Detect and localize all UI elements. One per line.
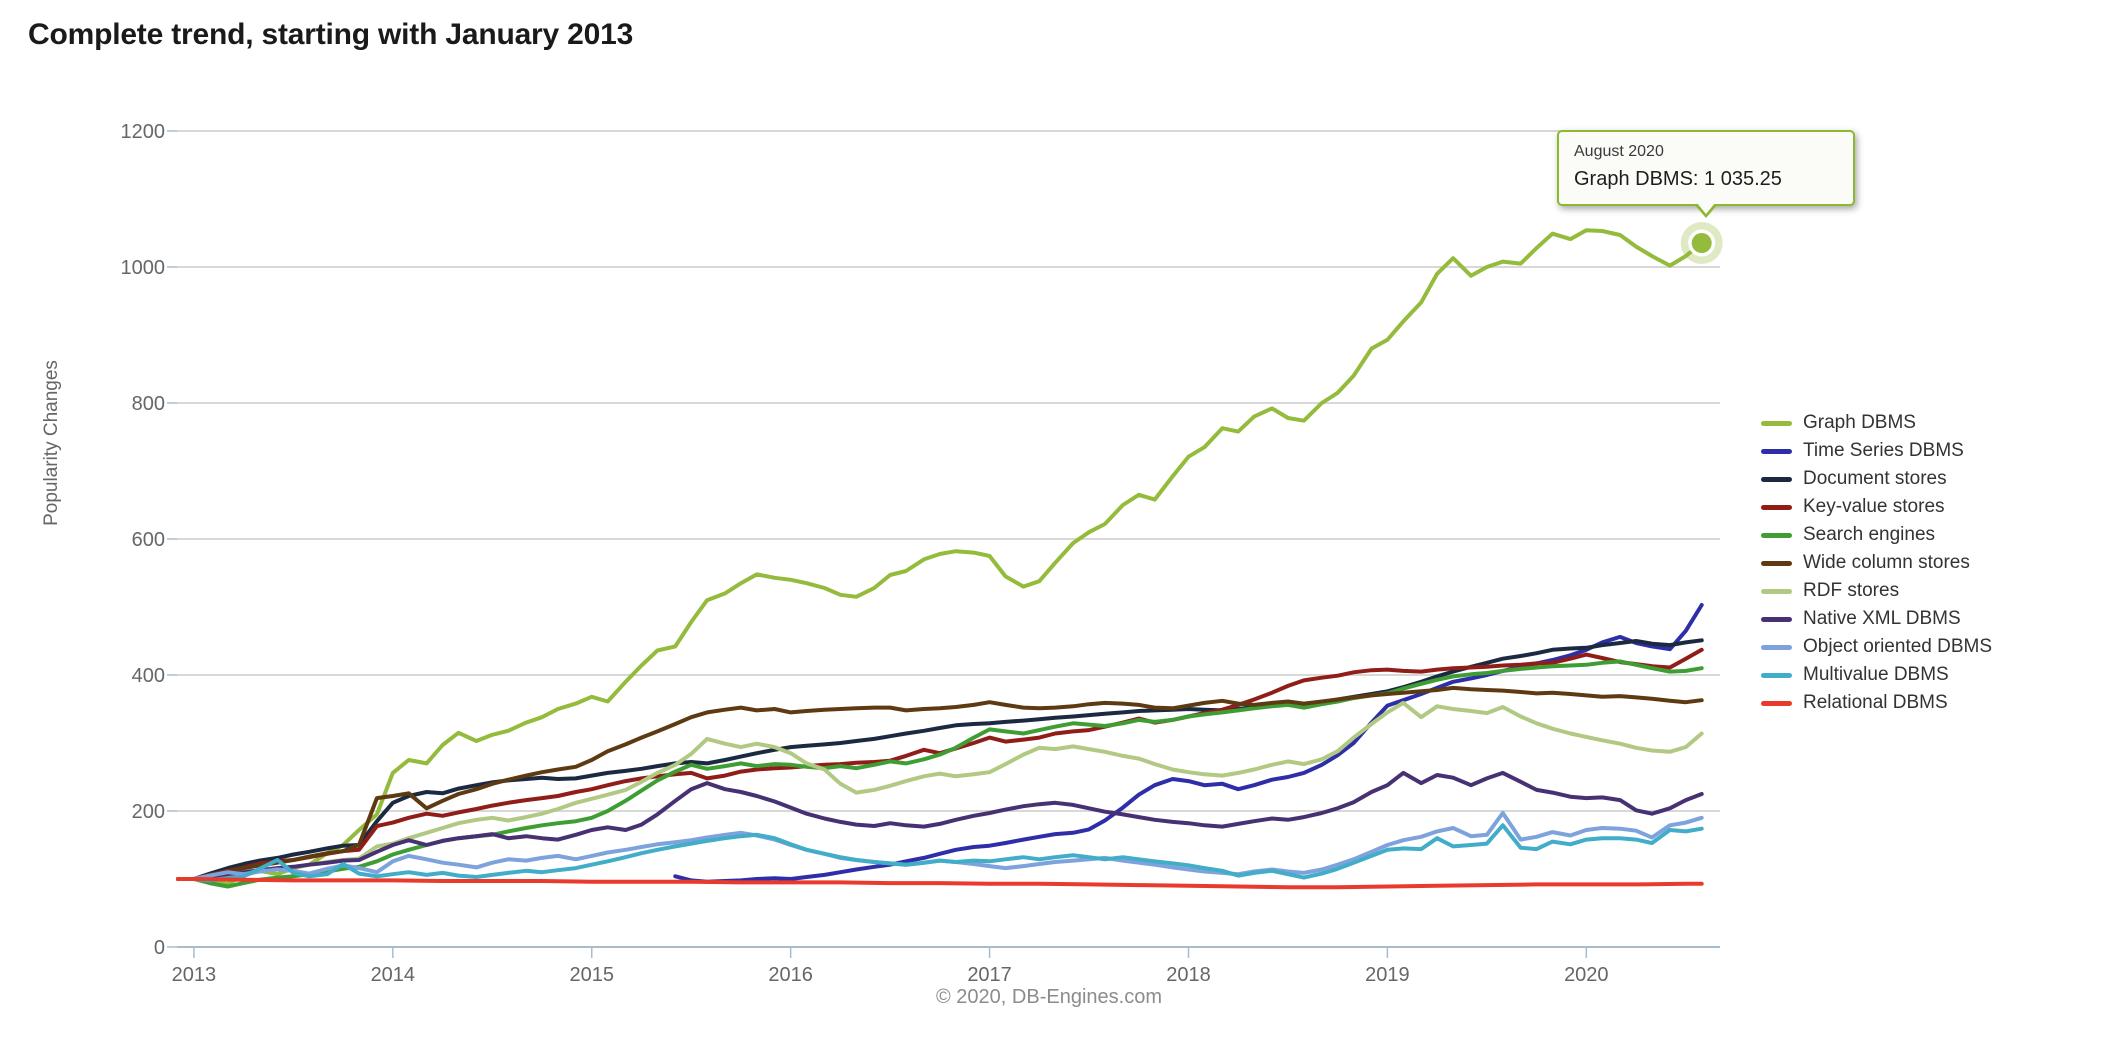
legend-item-rdf-stores[interactable]: RDF stores [1761, 577, 1992, 605]
x-tick-label: 2015 [569, 964, 614, 986]
series-line-wide-column-stores[interactable] [176, 685, 1704, 881]
x-tick-label: 2019 [1365, 964, 1410, 986]
series-line-native-xml-dbms[interactable] [176, 770, 1704, 881]
legend-item-search-engines[interactable]: Search engines [1761, 521, 1992, 549]
page-title: Complete trend, starting with January 20… [28, 18, 634, 51]
legend-swatch-icon [1761, 560, 1792, 566]
legend-item-relational-dbms[interactable]: Relational DBMS [1761, 689, 1992, 717]
tooltip-pointer-fill-icon [1697, 203, 1715, 214]
tooltip-value: Graph DBMS: 1 035.25 [1574, 168, 1782, 190]
legend-swatch-icon [1761, 616, 1792, 622]
x-tick-label: 2013 [172, 964, 217, 986]
legend: Graph DBMS Time Series DBMS Document store… [1761, 409, 1992, 717]
tooltip-date: August 2020 [1574, 143, 1664, 160]
y-tick-label: 800 [132, 393, 165, 415]
legend-label: Document stores [1803, 468, 1947, 489]
series-line-rdf-stores[interactable] [176, 700, 1704, 881]
legend-item-time-series-dbms[interactable]: Time Series DBMS [1761, 437, 1992, 465]
legend-label: Native XML DBMS [1803, 608, 1961, 629]
legend-swatch-icon [1761, 420, 1792, 426]
legend-label: RDF stores [1803, 580, 1900, 601]
y-tick-label: 600 [132, 529, 165, 551]
legend-label: Relational DBMS [1803, 692, 1948, 713]
y-tick-label: 1200 [121, 121, 166, 143]
legend-label: Search engines [1803, 524, 1936, 545]
legend-item-wide-column-stores[interactable]: Wide column stores [1761, 549, 1992, 577]
legend-item-native-xml-dbms[interactable]: Native XML DBMS [1761, 605, 1992, 633]
attribution: © 2020, DB-Engines.com [936, 986, 1162, 1008]
x-tick-label: 2017 [967, 964, 1012, 986]
legend-item-graph-dbms[interactable]: Graph DBMS [1761, 409, 1992, 437]
x-tick-label: 2020 [1564, 964, 1609, 986]
legend-label: Time Series DBMS [1803, 440, 1964, 461]
legend-swatch-icon [1761, 700, 1792, 706]
y-tick-label: 1000 [121, 257, 166, 279]
legend-swatch-icon [1761, 448, 1792, 454]
legend-swatch-icon [1761, 476, 1792, 482]
legend-label: Multivalue DBMS [1803, 664, 1949, 685]
y-tick-label: 0 [154, 937, 165, 959]
y-tick-label: 400 [132, 665, 165, 687]
series-line-relational-dbms[interactable] [176, 877, 1704, 890]
x-tick-label: 2018 [1166, 964, 1211, 986]
legend-item-multivalue-dbms[interactable]: Multivalue DBMS [1761, 661, 1992, 689]
legend-item-document-stores[interactable]: Document stores [1761, 465, 1992, 493]
x-tick-label: 2014 [371, 964, 416, 986]
series-line-multivalue-dbms[interactable] [176, 823, 1704, 883]
legend-label: Object oriented DBMS [1803, 636, 1993, 657]
legend-item-key-value-stores[interactable]: Key-value stores [1761, 493, 1992, 521]
x-tick-label: 2016 [768, 964, 813, 986]
legend-swatch-icon [1761, 644, 1792, 650]
legend-item-object-oriented-dbms[interactable]: Object oriented DBMS [1761, 633, 1992, 661]
legend-swatch-icon [1761, 532, 1792, 538]
tooltip: August 2020 Graph DBMS: 1 035.25 [1557, 130, 1855, 218]
y-tick-label: 200 [132, 801, 165, 823]
series-line-graph-dbms[interactable] [176, 228, 1704, 886]
legend-label: Wide column stores [1803, 552, 1970, 573]
legend-label: Graph DBMS [1803, 412, 1916, 433]
legend-label: Key-value stores [1803, 496, 1945, 517]
legend-swatch-icon [1761, 504, 1792, 510]
series-line-document-stores[interactable] [176, 638, 1704, 881]
legend-swatch-icon [1761, 588, 1792, 594]
legend-swatch-icon [1761, 672, 1792, 678]
highlight-marker[interactable] [1691, 233, 1712, 254]
y-axis-title: Popularity Changes [41, 360, 62, 526]
